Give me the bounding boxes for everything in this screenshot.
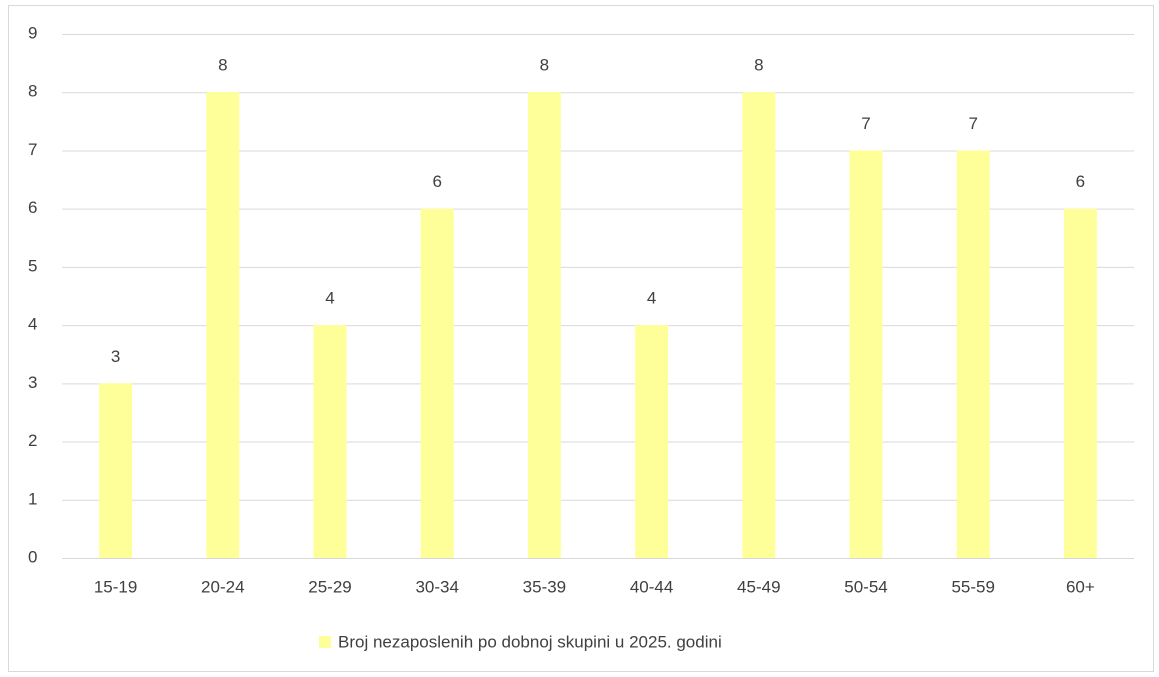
- bar: [206, 92, 240, 558]
- bar: [956, 150, 990, 558]
- bar: [99, 383, 133, 558]
- x-tick-label: 55-59: [951, 577, 994, 596]
- data-label: 6: [432, 172, 441, 191]
- y-tick-label: 9: [28, 23, 37, 42]
- x-tick-label: 35-39: [523, 577, 566, 596]
- x-tick-label: 20-24: [201, 577, 244, 596]
- x-tick-label: 30-34: [415, 577, 458, 596]
- data-label: 3: [111, 347, 120, 366]
- bar: [849, 150, 883, 558]
- x-tick-label: 60+: [1066, 577, 1095, 596]
- y-tick-label: 7: [28, 140, 37, 159]
- x-tick-label: 50-54: [844, 577, 887, 596]
- bar: [1063, 208, 1097, 558]
- y-tick-label: 2: [28, 431, 37, 450]
- bar: [313, 325, 347, 558]
- y-tick-label: 1: [28, 489, 37, 508]
- y-tick-label: 5: [28, 256, 37, 275]
- y-tick-label: 8: [28, 82, 37, 101]
- legend-label: Broj nezaposlenih po dobnoj skupini u 20…: [338, 632, 722, 651]
- y-tick-label: 0: [28, 547, 37, 566]
- x-tick-label: 45-49: [737, 577, 780, 596]
- data-label: 8: [754, 56, 763, 75]
- x-tick-label: 15-19: [94, 577, 137, 596]
- legend-swatch: [319, 636, 331, 648]
- y-tick-label: 4: [28, 315, 37, 334]
- data-label: 6: [1076, 172, 1085, 191]
- y-tick-label: 6: [28, 198, 37, 217]
- data-label: 4: [325, 289, 334, 308]
- bar: [420, 208, 454, 558]
- data-label: 8: [540, 56, 549, 75]
- y-tick-label: 3: [28, 373, 37, 392]
- data-label: 7: [861, 114, 870, 133]
- x-tick-label: 25-29: [308, 577, 351, 596]
- data-label: 8: [218, 56, 227, 75]
- bar: [635, 325, 669, 558]
- data-label: 4: [647, 289, 656, 308]
- x-tick-label: 40-44: [630, 577, 673, 596]
- bar: [742, 92, 776, 558]
- data-label: 7: [968, 114, 977, 133]
- bar: [527, 92, 561, 558]
